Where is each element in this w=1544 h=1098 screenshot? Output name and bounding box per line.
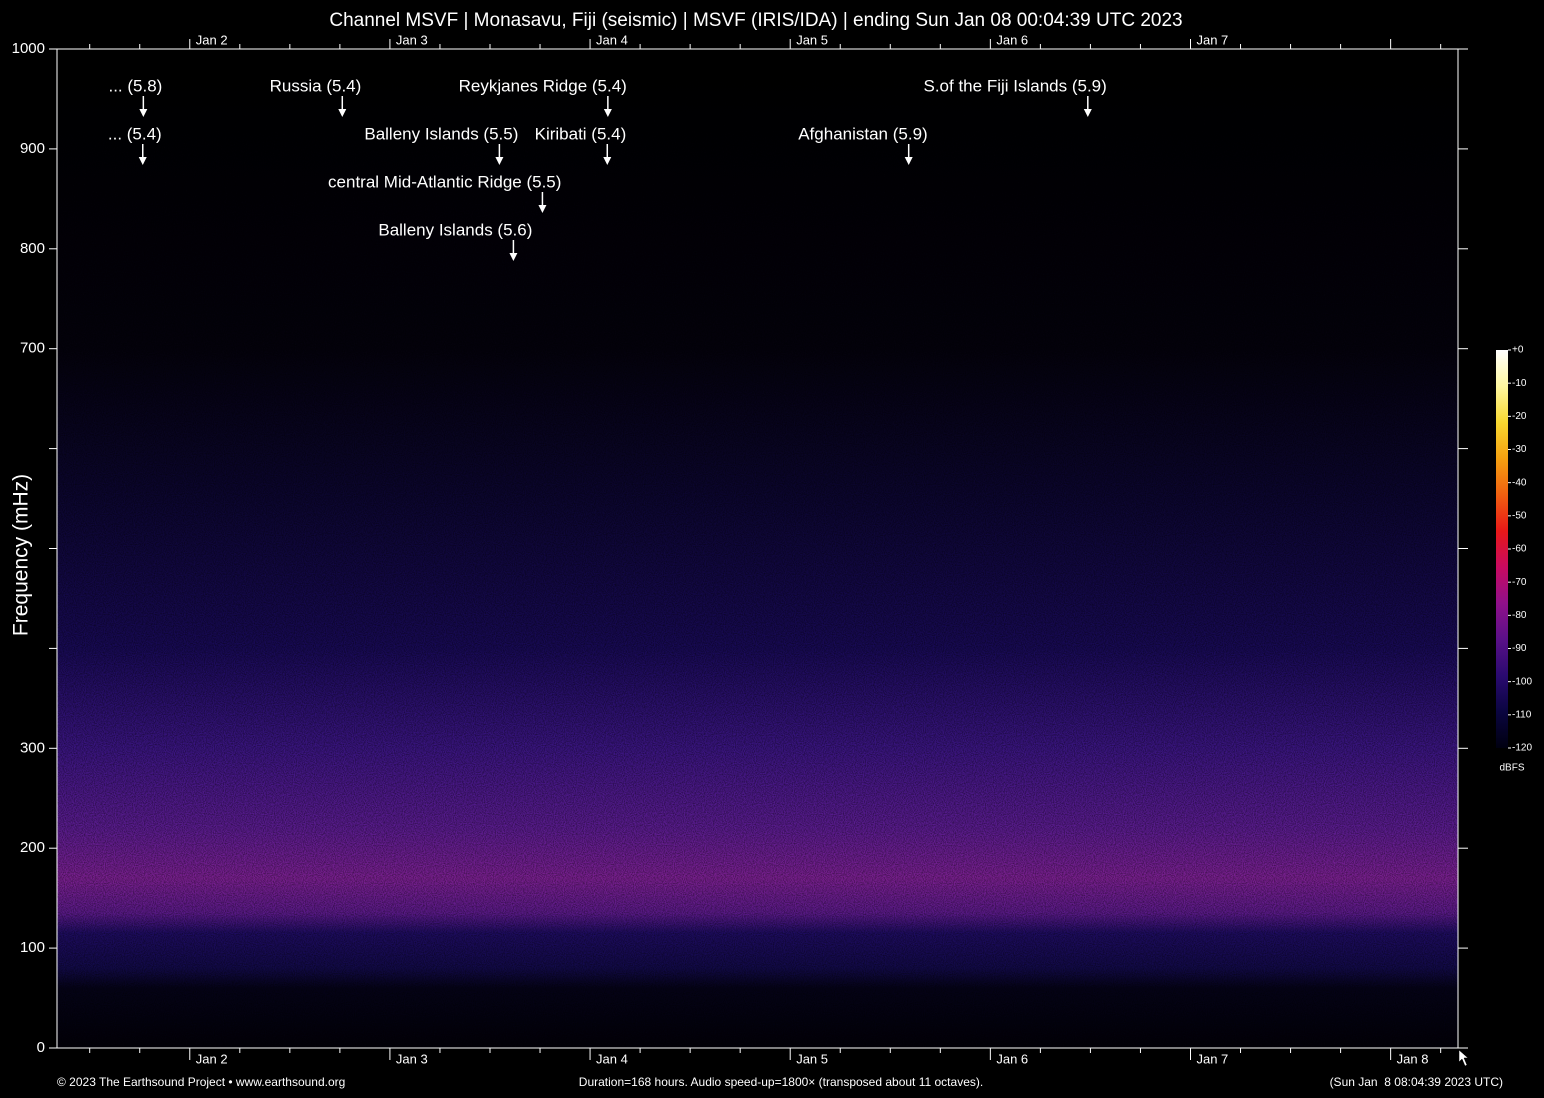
event: central Mid-Atlantic Ridge (5.5) (328, 172, 561, 213)
colorbar-tick-label: -20 (1512, 411, 1527, 422)
event-label: Afghanistan (5.9) (798, 124, 927, 143)
event-arrowhead (338, 109, 347, 117)
event: Kiribati (5.4) (535, 124, 627, 165)
event-label: central Mid-Atlantic Ridge (5.5) (328, 172, 561, 191)
x-tick-label: Jan 3 (396, 1051, 428, 1066)
event: Balleny Islands (5.5) (364, 124, 518, 165)
y-tick-label: 1000 (12, 40, 45, 57)
chart-title: Channel MSVF | Monasavu, Fiji (seismic) … (329, 10, 1182, 31)
y-tick-label: 0 (37, 1039, 45, 1056)
event: ... (5.8) (108, 76, 162, 117)
spectrogram-noise (57, 49, 1458, 1048)
event-arrowhead (509, 253, 518, 261)
event-arrowhead (603, 157, 612, 165)
colorbar-tick-label: +0 (1512, 345, 1524, 356)
x-tick-label: Jan 8 (1397, 1051, 1429, 1066)
footer-center: Duration=168 hours. Audio speed-up=1800×… (579, 1075, 983, 1089)
top-x-tick-label: Jan 6 (996, 32, 1028, 47)
x-tick-label: Jan 4 (596, 1051, 628, 1066)
event-arrowhead (1083, 109, 1092, 117)
event: Balleny Islands (5.6) (378, 220, 532, 261)
top-x-tick-label: Jan 5 (796, 32, 828, 47)
y-tick-label: 200 (20, 839, 45, 856)
event-arrowhead (139, 109, 148, 117)
colorbar-tick-label: -90 (1512, 643, 1527, 654)
y-tick-label: 900 (20, 140, 45, 157)
event-label: ... (5.8) (108, 76, 162, 95)
event-label: Reykjanes Ridge (5.4) (459, 76, 627, 95)
event: ... (5.4) (108, 124, 162, 165)
colorbar-label: dBFS (1499, 763, 1524, 774)
event: S.of the Fiji Islands (5.9) (924, 76, 1107, 117)
colorbar (1496, 350, 1508, 748)
x-tick-label: Jan 5 (796, 1051, 828, 1066)
y-tick-label: 700 (20, 340, 45, 357)
top-x-tick-label: Jan 2 (196, 32, 228, 47)
y-axis-label: Frequency (mHz) (10, 474, 33, 636)
top-x-tick-label: Jan 4 (596, 32, 628, 47)
x-tick-label: Jan 2 (196, 1051, 228, 1066)
colorbar-tick-label: -50 (1512, 510, 1527, 521)
event-label: S.of the Fiji Islands (5.9) (924, 76, 1107, 95)
colorbar-tick-label: -40 (1512, 477, 1527, 488)
colorbar-tick-label: -10 (1512, 378, 1527, 389)
x-tick-label: Jan 6 (996, 1051, 1028, 1066)
footer-left: © 2023 The Earthsound Project • www.eart… (57, 1075, 345, 1089)
event-label: ... (5.4) (108, 124, 162, 143)
y-tick-label: 800 (20, 240, 45, 257)
colorbar-tick-label: -110 (1512, 709, 1532, 720)
event-arrowhead (603, 109, 612, 117)
event-arrowhead (904, 157, 913, 165)
colorbar-tick-label: -30 (1512, 444, 1527, 455)
event-label: Balleny Islands (5.5) (364, 124, 518, 143)
event-label: Russia (5.4) (270, 76, 362, 95)
event: Russia (5.4) (270, 76, 362, 117)
event-arrowhead (495, 157, 504, 165)
colorbar-tick-label: -80 (1512, 610, 1527, 621)
colorbar-tick-label: -70 (1512, 577, 1527, 588)
colorbar-tick-label: -60 (1512, 544, 1527, 555)
x-tick-label: Jan 7 (1196, 1051, 1228, 1066)
y-tick-label: 300 (20, 739, 45, 756)
event-label: Balleny Islands (5.6) (378, 220, 532, 239)
event-label: Kiribati (5.4) (535, 124, 627, 143)
y-tick-label: 100 (20, 939, 45, 956)
top-x-tick-label: Jan 3 (396, 32, 428, 47)
cursor (1458, 1049, 1469, 1067)
colorbar-tick-label: -120 (1512, 743, 1532, 754)
event-arrowhead (538, 205, 547, 213)
footer-right: (Sun Jan 8 08:04:39 2023 UTC) (1330, 1075, 1503, 1089)
event: Reykjanes Ridge (5.4) (459, 76, 627, 117)
colorbar-tick-label: -100 (1512, 676, 1532, 687)
event: Afghanistan (5.9) (798, 124, 928, 165)
top-x-tick-label: Jan 7 (1196, 32, 1228, 47)
event-arrowhead (138, 157, 147, 165)
